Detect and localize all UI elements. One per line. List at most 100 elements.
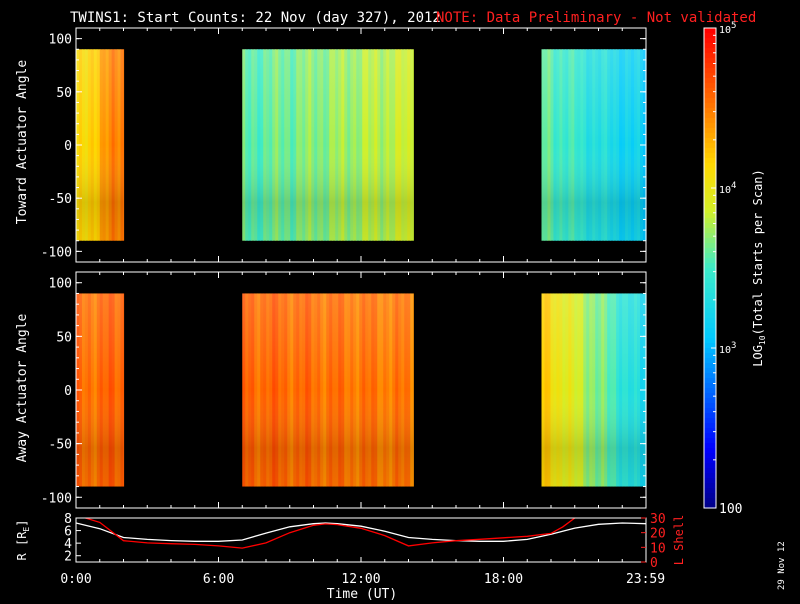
colorbar-cell bbox=[704, 213, 716, 219]
colorbar-cell bbox=[704, 133, 716, 139]
xtick-label: 0:00 bbox=[60, 572, 91, 587]
colorbar-cell bbox=[704, 68, 716, 74]
colorbar-cell bbox=[704, 198, 716, 204]
colorbar-cell bbox=[704, 278, 716, 284]
colorbar-cell bbox=[704, 503, 716, 509]
chart-title: TWINS1: Start Counts: 22 Nov (day 327), … bbox=[70, 10, 441, 26]
colorbar-cell bbox=[704, 343, 716, 349]
colorbar-cell bbox=[704, 493, 716, 499]
colorbar-tick-label: 100 bbox=[719, 502, 742, 517]
colorbar-cell bbox=[704, 203, 716, 209]
colorbar-cell bbox=[704, 58, 716, 64]
colorbar-cell bbox=[704, 53, 716, 59]
colorbar-cell bbox=[704, 228, 716, 234]
toward-ylabel: Toward Actuator Angle bbox=[15, 60, 30, 225]
colorbar-cell bbox=[704, 263, 716, 269]
ytick-label: -50 bbox=[49, 192, 72, 207]
colorbar-cell bbox=[704, 258, 716, 264]
colorbar-cell bbox=[704, 223, 716, 229]
colorbar-cell bbox=[704, 118, 716, 124]
colorbar-frame bbox=[703, 27, 717, 509]
colorbar-cell bbox=[704, 308, 716, 314]
right-ytick-label: 30 bbox=[650, 512, 666, 527]
ytick-label: 50 bbox=[56, 86, 72, 101]
colorbar-cell bbox=[704, 288, 716, 294]
colorbar-cell bbox=[704, 443, 716, 449]
colorbar-cell bbox=[704, 498, 716, 504]
colorbar-cell bbox=[704, 353, 716, 359]
colorbar-cell bbox=[704, 148, 716, 154]
colorbar-cell bbox=[704, 93, 716, 99]
colorbar-cell bbox=[704, 488, 716, 494]
ytick-label: 0 bbox=[64, 384, 72, 399]
colorbar-cell bbox=[704, 208, 716, 214]
colorbar-cell bbox=[704, 428, 716, 434]
data-segment-2 bbox=[541, 49, 647, 241]
colorbar-cell bbox=[704, 243, 716, 249]
xtick-label: 6:00 bbox=[203, 572, 234, 587]
colorbar-cell bbox=[704, 43, 716, 49]
right-ytick-label: 10 bbox=[650, 541, 666, 556]
data-segment-1 bbox=[242, 49, 414, 241]
colorbar-cell bbox=[704, 403, 716, 409]
data-segment-2 bbox=[541, 293, 647, 487]
colorbar-cell bbox=[704, 88, 716, 94]
colorbar-cell bbox=[704, 188, 716, 194]
left-ytick-label: 6 bbox=[64, 525, 72, 540]
ytick-label: -100 bbox=[41, 491, 72, 506]
colorbar-cell bbox=[704, 138, 716, 144]
colorbar-cell bbox=[704, 453, 716, 459]
xtick-label: 23:59 bbox=[626, 572, 665, 587]
colorbar-tick-label: 105 bbox=[719, 21, 736, 36]
colorbar-cell bbox=[704, 248, 716, 254]
ytick-label: 100 bbox=[49, 277, 72, 292]
colorbar-cell bbox=[704, 83, 716, 89]
preliminary-note: NOTE: Data Preliminary - Not validated bbox=[436, 10, 756, 26]
colorbar-cell bbox=[704, 253, 716, 259]
right-ytick-label: 20 bbox=[650, 527, 666, 542]
colorbar-cell bbox=[704, 178, 716, 184]
away-ylabel: Away Actuator Angle bbox=[15, 313, 30, 462]
ytick-label: -50 bbox=[49, 438, 72, 453]
colorbar-cell bbox=[704, 368, 716, 374]
colorbar-cell bbox=[704, 363, 716, 369]
data-segment-1 bbox=[242, 293, 414, 487]
colorbar-cell bbox=[704, 113, 716, 119]
left-ytick-label: 4 bbox=[64, 537, 72, 552]
colorbar-cell bbox=[704, 303, 716, 309]
colorbar-cell bbox=[704, 473, 716, 479]
xtick-label: 12:00 bbox=[341, 572, 380, 587]
colorbar-cell bbox=[704, 158, 716, 164]
colorbar-cell bbox=[704, 328, 716, 334]
colorbar-cell bbox=[704, 193, 716, 199]
right-ytick-label: 0 bbox=[650, 556, 658, 571]
segment-shading bbox=[76, 293, 124, 487]
colorbar-cell bbox=[704, 458, 716, 464]
colorbar-cell bbox=[704, 233, 716, 239]
data-segment-0 bbox=[76, 293, 125, 487]
colorbar-cell bbox=[704, 438, 716, 444]
colorbar-cell bbox=[704, 143, 716, 149]
orbit-ylabel-right: L Shell bbox=[672, 515, 686, 566]
colorbar-cell bbox=[704, 463, 716, 469]
colorbar-cell bbox=[704, 383, 716, 389]
segment-shading bbox=[76, 49, 124, 241]
colorbar-label: LOG10(Total Starts per Scan) bbox=[751, 169, 767, 367]
colorbar-cell bbox=[704, 483, 716, 489]
colorbar-cell bbox=[704, 153, 716, 159]
colorbar-cell bbox=[704, 333, 716, 339]
colorbar-cell bbox=[704, 78, 716, 84]
colorbar-cell bbox=[704, 48, 716, 54]
colorbar-cell bbox=[704, 478, 716, 484]
colorbar-cell bbox=[704, 293, 716, 299]
colorbar-cell bbox=[704, 338, 716, 344]
colorbar-cell bbox=[704, 298, 716, 304]
colorbar-cell bbox=[704, 418, 716, 424]
ytick-label: -100 bbox=[41, 245, 72, 260]
colorbar-cell bbox=[704, 73, 716, 79]
colorbar-cell bbox=[704, 323, 716, 329]
colorbar-cell bbox=[704, 448, 716, 454]
colorbar-cell bbox=[704, 398, 716, 404]
colorbar-cell bbox=[704, 108, 716, 114]
